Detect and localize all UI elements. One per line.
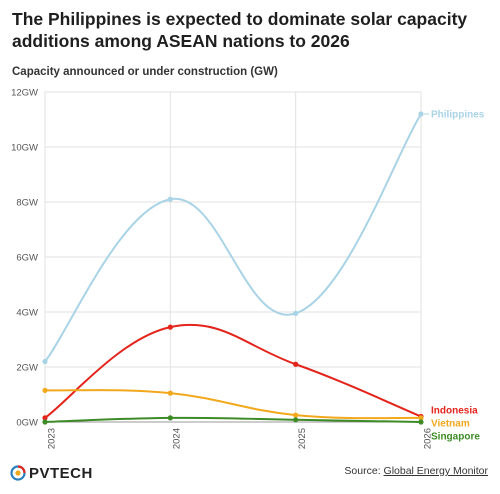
data-point-philippines [418, 111, 424, 117]
x-tick-label: 2024 [172, 428, 183, 449]
data-point-singapore [293, 417, 299, 423]
source-link[interactable]: Global Energy Monitor [383, 465, 488, 477]
data-point-vietnam [293, 412, 299, 418]
chart-subtitle: Capacity announced or under construction… [12, 66, 278, 78]
data-point-vietnam [418, 415, 424, 421]
data-point-indonesia [167, 324, 173, 330]
y-tick-label: 8GW [16, 198, 38, 209]
chart-title: The Philippines is expected to dominate … [12, 9, 468, 51]
x-tick-label: 2026 [422, 428, 433, 449]
source-prefix: Source: [344, 465, 384, 477]
y-tick-label: 4GW [16, 308, 38, 319]
footer: PVTECH Source: Global Energy Monitor [0, 458, 500, 494]
logo-text: PVTECH [29, 464, 93, 482]
x-tick-label: 2023 [46, 428, 57, 449]
data-point-vietnam [42, 387, 48, 393]
series-line-indonesia [44, 323, 422, 419]
data-point-vietnam [167, 390, 173, 396]
y-tick-label: 0GW [16, 418, 38, 429]
data-point-indonesia [42, 415, 48, 421]
data-point-indonesia [293, 361, 299, 367]
y-tick-label: 2GW [16, 363, 38, 374]
data-point-singapore [167, 415, 173, 421]
line-chart: 0GW 2GW 4GW 6GW 8GW 10GW 12GW 2023 2024 2025 2026 P… [11, 88, 485, 450]
series-line-vietnam [44, 389, 422, 420]
data-point-philippines [42, 358, 48, 365]
data-point-philippines [293, 310, 299, 316]
data-point-singapore [418, 419, 424, 425]
series-label-philippines: Philippines [431, 110, 485, 121]
series-label-vietnam: Vietnam [431, 419, 470, 430]
y-tick-label: 6GW [16, 253, 38, 264]
y-tick-label: 10GW [11, 143, 38, 154]
series-line-singapore [44, 416, 422, 423]
pvtech-logo[interactable]: PVTECH [10, 462, 93, 484]
series-label-singapore: Singapore [431, 432, 480, 443]
y-tick-label: 12GW [11, 88, 38, 99]
series-label-indonesia: Indonesia [431, 406, 478, 417]
data-point-singapore [42, 419, 48, 425]
source-note: Source: Global Energy Monitor [344, 465, 488, 477]
pvtech-logo-icon [10, 465, 26, 481]
data-point-philippines [167, 196, 173, 202]
x-tick-label: 2025 [297, 428, 308, 449]
series-line-philippines [44, 113, 422, 363]
